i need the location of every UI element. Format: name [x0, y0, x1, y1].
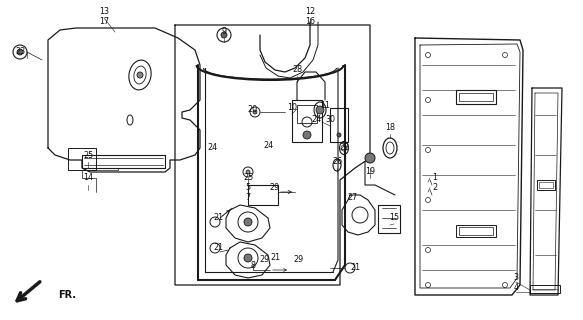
- Text: 19: 19: [365, 167, 375, 177]
- Bar: [456, 90, 496, 104]
- Bar: [378, 205, 400, 233]
- Text: 8: 8: [251, 260, 255, 269]
- Bar: [248, 185, 278, 205]
- Bar: [297, 105, 317, 123]
- Bar: [537, 180, 555, 190]
- Text: 30: 30: [325, 116, 335, 124]
- Circle shape: [337, 133, 341, 137]
- Text: 3: 3: [514, 274, 518, 283]
- Text: 9: 9: [222, 28, 227, 36]
- Text: 23: 23: [15, 47, 25, 57]
- Text: 26: 26: [332, 157, 342, 166]
- Circle shape: [303, 131, 311, 139]
- Text: 16: 16: [305, 18, 315, 27]
- Bar: [459, 227, 493, 235]
- Text: 20: 20: [247, 106, 257, 115]
- Bar: [530, 285, 560, 293]
- Text: 21: 21: [213, 244, 223, 252]
- Text: 21: 21: [213, 213, 223, 222]
- Text: 17: 17: [99, 18, 109, 27]
- Text: 10: 10: [287, 103, 297, 113]
- Bar: [292, 100, 322, 142]
- Text: 13: 13: [99, 7, 109, 17]
- Text: 28: 28: [292, 66, 302, 75]
- Text: 25: 25: [83, 150, 93, 159]
- Text: 29: 29: [293, 255, 303, 265]
- Text: 15: 15: [389, 213, 399, 222]
- Bar: [539, 182, 553, 188]
- Text: 21: 21: [270, 253, 280, 262]
- Circle shape: [253, 110, 257, 114]
- Circle shape: [137, 72, 143, 78]
- Text: 24: 24: [263, 140, 273, 149]
- Text: 4: 4: [514, 284, 518, 292]
- Text: 1: 1: [433, 173, 437, 182]
- Text: 24: 24: [207, 143, 217, 153]
- Circle shape: [221, 32, 227, 38]
- Circle shape: [244, 218, 252, 226]
- Text: 29: 29: [259, 255, 269, 265]
- Text: 18: 18: [385, 124, 395, 132]
- Text: FR.: FR.: [58, 290, 76, 300]
- Bar: [456, 225, 496, 237]
- Text: 29: 29: [269, 183, 279, 193]
- Circle shape: [244, 254, 252, 262]
- Text: 14: 14: [83, 173, 93, 182]
- Bar: [459, 93, 493, 101]
- Text: 25: 25: [243, 173, 253, 182]
- Text: 5: 5: [245, 183, 251, 193]
- Circle shape: [246, 170, 250, 174]
- Text: 7: 7: [245, 194, 251, 203]
- Bar: [68, 148, 96, 170]
- Text: 2: 2: [433, 183, 438, 193]
- Text: 24: 24: [311, 116, 321, 124]
- Circle shape: [316, 106, 324, 114]
- Text: 21: 21: [350, 263, 360, 273]
- Text: 11: 11: [320, 100, 330, 109]
- Text: 22: 22: [339, 143, 349, 153]
- Circle shape: [17, 49, 23, 55]
- Text: 12: 12: [305, 7, 315, 17]
- Text: 27: 27: [347, 194, 357, 203]
- Bar: [330, 108, 348, 142]
- Circle shape: [365, 153, 375, 163]
